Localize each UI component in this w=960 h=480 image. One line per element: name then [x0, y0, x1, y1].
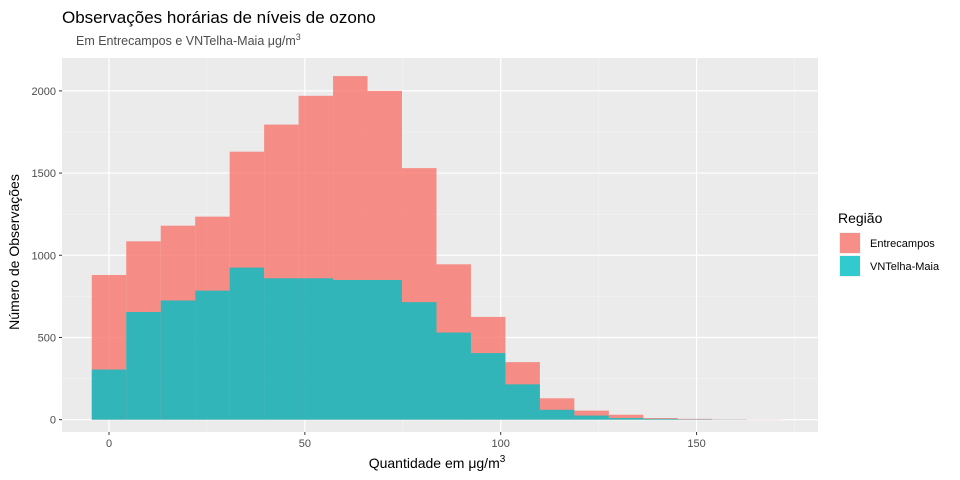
legend-swatch-entrecampos [840, 233, 860, 253]
chart-title: Observações horárias de níveis de ozono [62, 8, 376, 27]
bar-vntelha-maia [539, 409, 575, 420]
x-tick-label: 0 [106, 438, 112, 450]
bar-vntelha-maia [367, 279, 403, 420]
y-tick-label: 1500 [32, 168, 56, 180]
legend-title: Região [838, 210, 883, 226]
x-tick-label: 50 [299, 438, 311, 450]
y-axis-title: Número de Observações [6, 174, 22, 330]
x-axis-ticks: 0 50 100 150 [106, 432, 706, 450]
x-axis-title: Quantidade em μg/m3 [369, 454, 506, 471]
bar-vntelha-maia [160, 300, 196, 420]
bar-vntelha-maia [126, 311, 161, 420]
y-tick-label: 1000 [32, 250, 56, 262]
bar-vntelha-maia [436, 332, 471, 420]
y-tick-label: 0 [50, 415, 56, 427]
legend-label-vntelha-maia: VNTelha-Maia [870, 261, 940, 273]
bar-vntelha-maia [229, 267, 265, 420]
bar-vntelha-maia [333, 279, 368, 420]
bar-vntelha-maia [574, 415, 609, 420]
bar-entrecampos [574, 410, 609, 420]
bar-entrecampos [608, 414, 644, 420]
y-tick-label: 2000 [32, 86, 56, 98]
y-axis-ticks: 0 500 1000 1500 2000 [32, 86, 62, 427]
bar-vntelha-maia [402, 302, 437, 420]
x-tick-label: 100 [492, 438, 510, 450]
bar-vntelha-maia [505, 384, 540, 420]
legend-label-entrecampos: Entrecampos [870, 238, 935, 250]
legend-swatch-vntelha-maia [840, 256, 860, 276]
bar-vntelha-maia [470, 353, 506, 420]
x-tick-label: 150 [687, 438, 705, 450]
histogram-bars [91, 76, 782, 420]
bar-vntelha-maia [608, 418, 644, 420]
bar-vntelha-maia [643, 418, 678, 420]
bar-vntelha-maia [264, 278, 299, 420]
bar-entrecampos [677, 418, 713, 420]
y-tick-label: 500 [38, 332, 56, 344]
bar-vntelha-maia [298, 278, 334, 420]
bar-entrecampos [643, 418, 678, 420]
bar-vntelha-maia [91, 369, 127, 420]
chart-subtitle: Em Entrecampos e VNTelha-Maia μg/m3 [76, 32, 301, 48]
bar-vntelha-maia [195, 290, 230, 420]
legend: Região Entrecampos VNTelha-Maia [838, 210, 940, 277]
